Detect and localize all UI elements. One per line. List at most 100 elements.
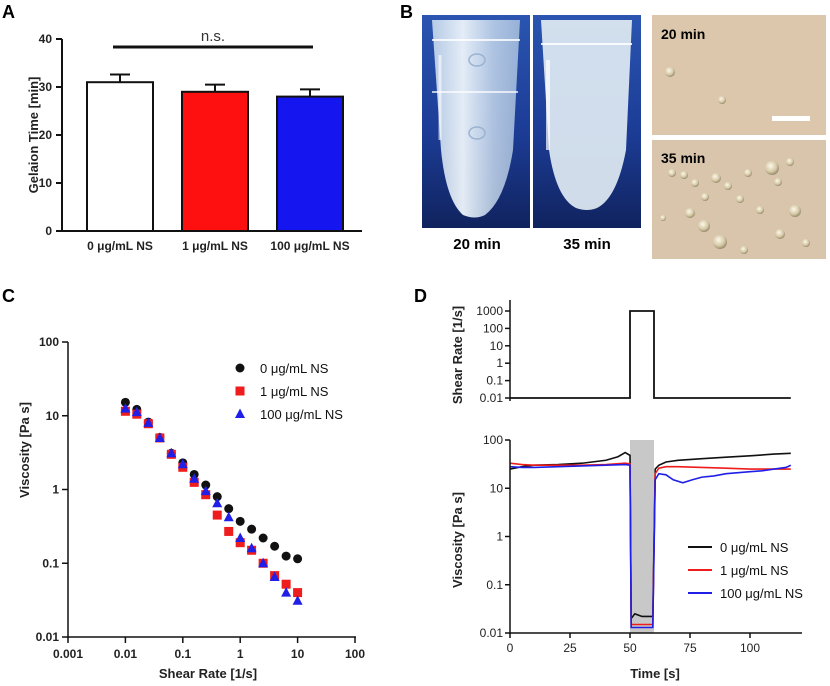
data-point [292,595,303,605]
data-point [201,480,211,490]
panel-a-ylabel: Gelaion Time [min] [26,77,41,194]
panel-c-xlabel: Shear Rate [1/s] [159,666,257,681]
panel-c-letter: C [2,286,15,306]
data-point [166,447,177,458]
data-point [212,497,223,508]
data-point [223,511,234,522]
data-point [120,397,130,407]
panel-c-ytick-label: 1 [52,483,59,497]
panel-c: C Viscosity [Pa s] Shear Rate [1/s] 0.00… [2,286,365,681]
data-point [293,554,303,564]
data-point [200,485,211,496]
data-point [120,403,131,413]
legend-label: 100 μg/mL NS [260,407,343,422]
panel-a-yticks: 0 10 20 30 40 [39,32,62,238]
panel-d-xtick-label: 50 [623,641,637,655]
panel-c-ytick-label: 0.01 [36,630,60,644]
panel-b-letter: B [400,2,413,22]
viscosity-line [509,463,792,629]
panel-d-bottom-ticks: 0.01 0.1 1 10 100 0 25 50 75 100 [480,433,761,655]
panel-a-ytick-label: 30 [39,80,53,94]
panel-a-letter: A [2,2,15,22]
panel-a-xlabels: 0 μg/mL NS 1 μg/mL NS 100 μg/mL NS [87,239,349,253]
micrograph-label-35min: 35 min [661,150,705,166]
data-point [246,542,257,553]
panel-c-points [120,397,303,605]
data-point [154,432,165,442]
panel-d-xtick-label: 25 [563,641,577,655]
data-point [247,524,257,534]
panel-d-top-ytick-label: 0.01 [480,391,504,405]
panel-c-ytick-label: 100 [39,335,59,349]
bar [276,95,344,232]
shear-rate-line [510,310,791,399]
panel-b: B [400,2,826,259]
panel-a-ytick-label: 10 [39,176,53,190]
legend-label: 100 μg/mL NS [720,586,803,601]
panel-c-legend: 0 μg/mL NS 1 μg/mL NS 100 μg/mL NS [235,361,343,422]
micrograph-20min [652,15,826,135]
panel-a: A Gelaion Time [min] 0 10 20 30 40 0 μg/mL N… [2,2,362,253]
bar [181,90,249,232]
legend-marker [235,363,245,373]
panel-d-bottom-ylabel: Viscosity [Pa s] [450,492,465,588]
tube-photo-35min [533,15,641,228]
data-point [224,504,234,514]
category-label: 1 μg/mL NS [182,239,248,253]
legend-label: 1 μg/mL NS [720,563,789,578]
data-point [281,551,291,561]
legend-marker [235,408,245,418]
panel-c-xtick-label: 0.1 [174,647,191,661]
viscosity-line [509,462,791,626]
panel-d-top-ticks: 0.01 0.1 1 10 100 1000 [476,304,510,405]
panel-d-top-ytick-label: 0.1 [486,374,503,388]
panel-c-xtick-label: 100 [345,647,365,661]
panel-d: D Shear Rate [1/s] Viscosity [Pa s] Time… [414,286,803,681]
bar [86,81,154,232]
panel-d-bottom-ytick-label: 0.01 [480,626,504,640]
legend-label: 1 μg/mL NS [260,384,329,399]
legend-label: 0 μg/mL NS [720,540,789,555]
data-point [235,516,245,526]
panel-d-top-ylabel: Shear Rate [1/s] [450,306,465,404]
panel-d-legend: 0 μg/mL NS 1 μg/mL NS 100 μg/mL NS [688,540,803,601]
category-label: 0 μg/mL NS [87,239,153,253]
panel-d-top-ytick-label: 10 [490,339,504,353]
panel-c-ticks: 0.001 0.01 0.1 1 10 100 0.01 0.1 1 10 100 [36,335,366,661]
data-point [143,417,154,427]
panel-a-ytick-label: 40 [39,32,53,46]
data-point [258,533,268,543]
shaded-region [630,440,654,633]
micrograph-label-20min: 20 min [661,26,705,42]
panel-c-xtick-label: 10 [291,647,305,661]
category-label: 100 μg/mL NS [270,239,349,253]
panel-d-top-ytick-label: 1 [496,356,503,370]
ns-annotation: n.s. [201,28,225,45]
panel-a-ytick-label: 20 [39,128,53,142]
data-point [224,526,234,536]
panel-d-top-ytick-label: 1000 [476,304,503,318]
data-point [269,571,280,582]
panel-c-ylabel: Viscosity [Pa s] [17,402,32,498]
data-point [177,458,188,469]
panel-d-lines [509,310,792,629]
panel-a-bars [86,73,344,232]
panel-c-xtick-label: 1 [237,647,244,661]
tube-caption-35min: 35 min [563,236,611,253]
data-point [235,532,246,542]
viscosity-line [509,451,791,621]
data-point [131,406,142,417]
data-point [212,492,222,502]
panel-d-letter: D [414,286,427,306]
scale-bar [772,116,810,121]
tube-caption-20min: 20 min [453,236,501,253]
panel-d-bottom-ytick-label: 100 [483,433,503,447]
legend-label: 0 μg/mL NS [260,361,329,376]
data-point [212,510,222,520]
micrograph-35min [652,140,826,259]
panel-d-bottom-ytick-label: 0.1 [486,578,503,592]
data-point [281,579,291,589]
panel-c-xtick-label: 0.01 [114,647,138,661]
panel-d-xtick-label: 100 [740,641,760,655]
